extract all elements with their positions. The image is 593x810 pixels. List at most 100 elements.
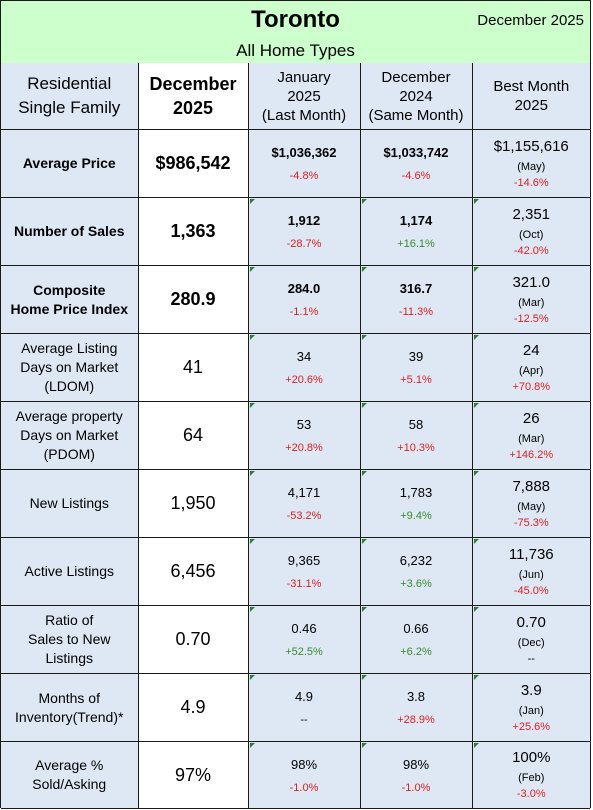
best-month-value: 2,351 (512, 205, 551, 223)
last-month-value: 9,365 (287, 553, 321, 568)
current-value-cell: 97% (137, 741, 249, 809)
same-month-change: -4.6% (401, 170, 431, 182)
last-month-value: 284.0 (287, 281, 321, 296)
same-month-cell: 0.66 +6.2% (359, 605, 473, 674)
header-category: Residential Single Family (18, 74, 121, 117)
header-last-month: January 2025 (Last Month) (261, 68, 347, 124)
indicator-triangle (473, 675, 479, 680)
best-month-change: +70.8% (512, 380, 551, 393)
table-row: Active Listings 6,456 9,365 -31.1% 6,232 +3.6… (1, 537, 590, 606)
indicator-triangle (473, 743, 479, 748)
last-month-change: +52.5% (285, 646, 323, 658)
header-current-month: December 2025 (149, 74, 237, 118)
indicator-triangle (361, 199, 367, 204)
current-value-cell: $986,542 (137, 129, 249, 198)
current-value-cell: 6,456 (137, 537, 249, 606)
current-value: 6,456 (170, 561, 216, 581)
best-month-value: 100% (512, 749, 551, 766)
report-date: December 2025 (477, 12, 584, 29)
indicator-triangle (361, 607, 367, 612)
last-month-change: +20.8% (285, 442, 323, 454)
same-month-value: 1,783 (399, 485, 433, 500)
indicator-triangle (249, 335, 255, 340)
indicator-triangle (473, 403, 479, 408)
row-label: Average property Days on Market (PDOM) (15, 408, 123, 462)
indicator-triangle (249, 267, 255, 272)
current-value: 1,950 (170, 493, 216, 513)
last-month-value: 1,912 (287, 213, 321, 228)
best-month-change: -- (527, 652, 535, 665)
header-best-month-cell: Best Month 2025 (471, 63, 590, 130)
column-header-row: Residential Single Family December 2025 Ja… (1, 63, 590, 130)
best-month-name: (Feb) (518, 772, 545, 784)
table-row: Average Price $986,542 $1,036,362 -4.8% $1,0… (1, 129, 590, 198)
current-value: 280.9 (170, 289, 216, 309)
indicator-triangle (249, 743, 255, 748)
row-label: Months of Inventory(Trend)* (15, 689, 124, 725)
best-month-cell: 26 (Mar) +146.2% (471, 401, 590, 470)
current-value: 97% (174, 764, 212, 785)
current-value-cell: 64 (137, 401, 249, 470)
best-month-value: 3.9 (520, 681, 542, 699)
last-month-value: 0.46 (291, 621, 317, 636)
same-month-change: +3.6% (400, 578, 432, 590)
same-month-cell: 39 +5.1% (359, 333, 473, 402)
row-label-cell: Average % Sold/Asking (1, 741, 139, 809)
last-month-change: -31.1% (286, 578, 322, 590)
row-label-cell: Average property Days on Market (PDOM) (1, 401, 139, 470)
same-month-value: 58 (408, 417, 424, 432)
best-month-cell: 7,888 (May) -75.3% (471, 469, 590, 538)
indicator-triangle (473, 607, 479, 612)
best-month-cell: 2,351 (Oct) -42.0% (471, 197, 590, 266)
same-month-cell: 316.7 -11.3% (359, 265, 473, 334)
indicator-triangle (361, 267, 367, 272)
best-month-change: -14.6% (513, 176, 549, 189)
same-month-change: +10.3% (397, 442, 435, 454)
home-type-subtitle: All Home Types (236, 41, 355, 60)
row-label-cell: Active Listings (1, 537, 139, 606)
best-month-change: -3.0% (516, 788, 546, 800)
same-month-change: +5.1% (400, 374, 432, 386)
row-label: Number of Sales (14, 223, 125, 239)
last-month-change: -28.7% (286, 238, 322, 250)
best-month-value: 7,888 (512, 477, 551, 495)
current-value: 64 (182, 425, 204, 445)
current-value-cell: 41 (137, 333, 249, 402)
indicator-triangle (361, 471, 367, 476)
header-last-month-cell: January 2025 (Last Month) (247, 63, 361, 130)
last-month-cell: $1,036,362 -4.8% (247, 129, 361, 198)
same-month-cell: 98% -1.0% (359, 741, 473, 809)
best-month-change: -75.3% (513, 516, 549, 529)
city-title: Toronto (251, 6, 340, 33)
indicator-triangle (249, 675, 255, 680)
same-month-change: +6.2% (400, 646, 432, 658)
last-month-cell: 34 +20.6% (247, 333, 361, 402)
best-month-value: $1,155,616 (493, 137, 569, 155)
best-month-name: (Jan) (518, 704, 544, 717)
current-value: 41 (182, 357, 204, 377)
best-month-value: 24 (522, 341, 540, 359)
same-month-change: +16.1% (397, 238, 435, 250)
row-label: Active Listings (24, 563, 114, 579)
same-month-cell: 1,174 +16.1% (359, 197, 473, 266)
same-month-cell: 58 +10.3% (359, 401, 473, 470)
current-value: $986,542 (155, 153, 231, 173)
same-month-change: -11.3% (398, 306, 434, 318)
table-row: Number of Sales 1,363 1,912 -28.7% 1,174 +16.… (1, 197, 590, 266)
last-month-cell: 9,365 -31.1% (247, 537, 361, 606)
same-month-value: 316.7 (399, 281, 433, 296)
row-label-cell: New Listings (1, 469, 139, 538)
row-label-cell: Average Listing Days on Market (LDOM) (1, 333, 139, 402)
table-row: Average Listing Days on Market (LDOM) 41 34 +… (1, 333, 590, 402)
best-month-cell: 3.9 (Jan) +25.6% (471, 673, 590, 742)
indicator-triangle (249, 199, 255, 204)
last-month-cell: 4,171 -53.2% (247, 469, 361, 538)
row-label-cell: Composite Home Price Index (1, 265, 139, 334)
row-label: Ratio of Sales to New Listings (28, 612, 111, 666)
best-month-name: (Mar) (518, 296, 545, 309)
best-month-name: (May) (517, 160, 546, 173)
last-month-change: -1.1% (289, 306, 319, 318)
best-month-cell: 0.70 (Dec) -- (471, 605, 590, 674)
indicator-triangle (361, 675, 367, 680)
same-month-change: +28.9% (397, 714, 435, 726)
